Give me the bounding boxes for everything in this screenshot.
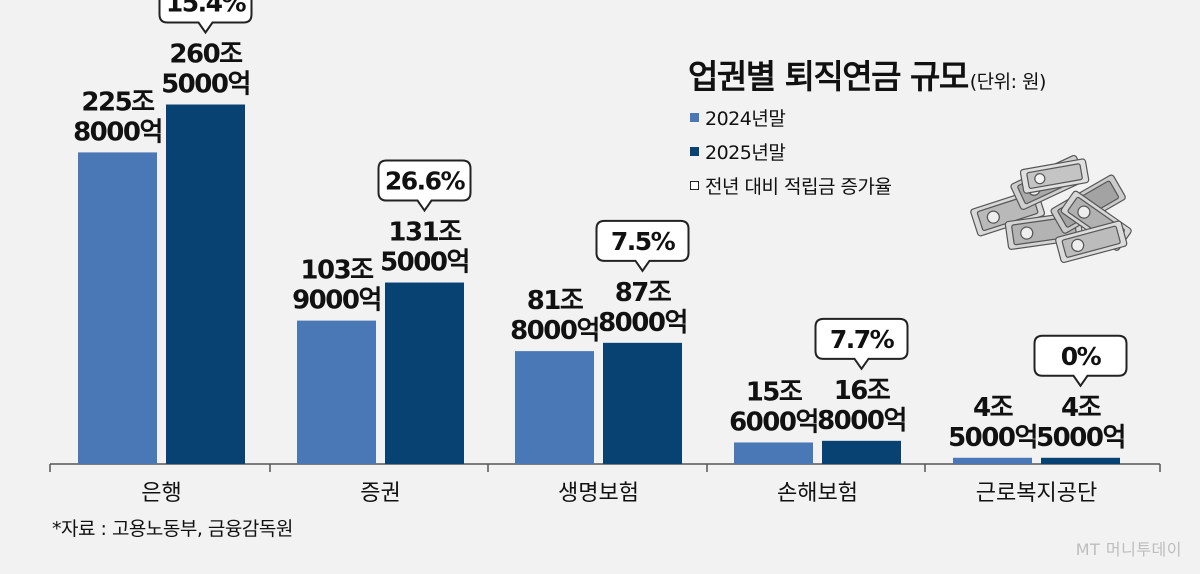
legend-item-rate: 전년 대비 적립금 증가율: [690, 168, 892, 202]
growth-bubble-2: [595, 219, 690, 273]
chart-title-unit: (단위: 원): [969, 71, 1047, 93]
bar-2025-4: [1041, 457, 1120, 464]
data-label-2025-3: 16조 8000억: [817, 376, 906, 436]
chart-title-main: 업권별 퇴직연금 규모: [688, 57, 969, 96]
data-label-2024-4: 4조 5000억: [948, 393, 1037, 453]
growth-bubble-0: [158, 0, 253, 35]
growth-rate-label-3: 7.7%: [830, 325, 895, 354]
legend-swatch-rate: [690, 180, 699, 190]
chart-title: 업권별 퇴직연금 규모 (단위: 원): [688, 50, 1046, 98]
data-label-2025-2: 87조 8000억: [598, 278, 687, 338]
bar-2024-0: [78, 152, 157, 464]
source-note: *자료 : 고용노동부, 금융감독원: [52, 518, 293, 540]
data-label-2024-2: 81조 8000억: [510, 286, 599, 346]
bar-2024-1: [297, 320, 376, 464]
data-label-2025-0: 260조 5000억: [161, 40, 250, 100]
legend-item-2025: 2025년말: [690, 134, 891, 168]
bar-2025-1: [385, 282, 464, 464]
legend-label-rate: 전년 대비 적립금 증가율: [705, 175, 892, 198]
x-tick-label-2: 생명보험: [558, 481, 639, 506]
bar-2024-4: [953, 457, 1032, 464]
data-label-2024-3: 15조 6000억: [729, 377, 818, 437]
x-tick-label-0: 은행: [141, 481, 181, 506]
bar-2025-2: [603, 342, 682, 464]
legend-swatch-2024: [690, 112, 699, 122]
growth-bubble-1: [377, 159, 472, 213]
growth-bubble-3: [814, 317, 909, 371]
bar-2024-3: [734, 442, 813, 464]
growth-bubble-4: [1033, 334, 1128, 388]
money-stack-icon: [970, 154, 1132, 264]
legend-label-2024: 2024년말: [705, 107, 786, 130]
data-label-2025-4: 4조 5000억: [1036, 393, 1125, 453]
bar-2025-3: [822, 440, 901, 464]
watermark-logo: MT 머니투데이: [1075, 540, 1182, 559]
legend-label-2025: 2025년말: [705, 141, 786, 164]
data-label-2024-1: 103조 9000억: [292, 256, 381, 316]
bar-2024-2: [515, 351, 594, 464]
x-tick-label-3: 손해보험: [777, 481, 858, 506]
growth-rate-label-0: 15.4%: [166, 0, 247, 18]
growth-rate-label-1: 26.6%: [385, 167, 466, 196]
bar-2025-0: [166, 104, 245, 464]
data-label-2024-0: 225조 8000억: [73, 87, 162, 147]
x-tick-label-4: 근로복지공단: [976, 481, 1097, 506]
growth-rate-label-2: 7.5%: [611, 227, 676, 256]
growth-rate-label-4: 0%: [1061, 342, 1102, 371]
legend-item-2024: 2024년말: [690, 100, 891, 134]
data-label-2025-1: 131조 5000억: [380, 218, 469, 278]
legend-swatch-2025: [690, 146, 699, 156]
legend: 2024년말 2025년말 전년 대비 적립금 증가율: [690, 100, 892, 202]
x-tick-label-1: 증권: [360, 481, 400, 506]
